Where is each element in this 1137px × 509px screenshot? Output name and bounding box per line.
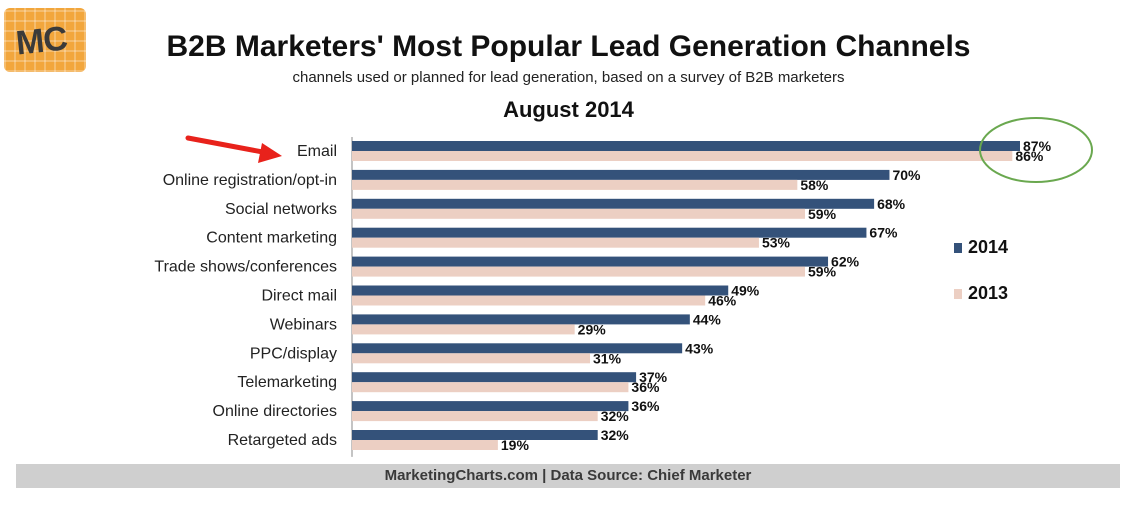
bar-2014 [352, 141, 1020, 151]
bar-2014 [352, 285, 729, 296]
bar-2013 [352, 440, 498, 450]
bar-2014 [352, 401, 629, 412]
category-label: Email [297, 143, 337, 160]
bar-2013 [352, 324, 575, 335]
bar-2014 [352, 256, 829, 267]
data-label-2014: 68% [877, 196, 906, 212]
bar-2013 [352, 208, 806, 219]
data-label-2013: 36% [631, 379, 660, 395]
data-label-2014: 70% [892, 167, 921, 183]
bar-chart: Email 87%86% Online registration/opt-in 70%… [154, 117, 1093, 457]
data-label-2014: 62% [831, 254, 860, 270]
bar-2014 [352, 198, 875, 209]
data-label-2013: 59% [808, 206, 837, 222]
data-label-2013: 29% [578, 321, 607, 337]
category-label: Online directories [213, 403, 338, 420]
category-label: Retargeted ads [228, 432, 337, 449]
legend-swatch-2013 [954, 289, 962, 299]
marketingcharts-logo: MC [4, 8, 86, 72]
data-label-2014: 32% [601, 427, 630, 443]
bar-2013 [352, 295, 706, 306]
bar-2013 [352, 411, 598, 422]
bar-2014 [352, 227, 867, 238]
data-label-2013: 32% [601, 408, 630, 424]
annotation-circle [979, 117, 1093, 183]
category-label: PPC/display [250, 345, 337, 362]
bar-2014 [352, 430, 598, 440]
data-label-2014: 87% [1023, 138, 1052, 154]
legend-swatch-2014 [954, 243, 962, 253]
category-label: Social networks [225, 201, 337, 218]
data-label-2013: 86% [1015, 148, 1044, 164]
data-label-2014: 49% [731, 283, 760, 299]
legend-label-2014: 2014 [968, 237, 1008, 257]
data-label-2013: 58% [800, 177, 829, 193]
bar-2013 [352, 179, 798, 190]
data-label-2014: 44% [693, 311, 722, 327]
bar-2013 [352, 237, 759, 248]
bar-2014 [352, 314, 690, 325]
chart-title: B2B Marketers' Most Popular Lead Generat… [166, 30, 971, 63]
data-label-2013: 59% [808, 264, 837, 280]
data-label-2014: 67% [869, 225, 898, 241]
source-footer: MarketingCharts.com | Data Source: Chief… [16, 464, 1120, 488]
category-label: Direct mail [261, 288, 337, 305]
data-label-2014: 37% [639, 369, 668, 385]
annotation-arrow-shaft [185, 135, 271, 156]
bar-2014 [352, 343, 683, 354]
bar-2013 [352, 382, 629, 393]
category-label: Trade shows/conferences [154, 259, 337, 276]
data-label-2013: 31% [593, 350, 622, 366]
category-label: Telemarketing [237, 374, 337, 391]
data-label-2013: 19% [501, 437, 530, 453]
category-label: Content marketing [206, 230, 337, 247]
bar-2014 [352, 372, 637, 383]
legend-label-2013: 2013 [968, 283, 1008, 303]
bar-2014 [352, 169, 890, 180]
chart-period: August 2014 [503, 97, 634, 122]
data-label-2013: 46% [708, 293, 737, 309]
data-label-2014: 43% [685, 340, 714, 356]
bar-2013 [352, 151, 1013, 161]
bar-2013 [352, 353, 591, 364]
data-label-2014: 36% [631, 398, 660, 414]
category-label: Online registration/opt-in [163, 172, 337, 189]
chart-subtitle: channels used or planned for lead genera… [292, 69, 845, 86]
bar-2013 [352, 266, 806, 277]
data-label-2013: 53% [762, 235, 791, 251]
category-label: Webinars [270, 316, 337, 333]
annotation-arrow-head [258, 143, 282, 163]
